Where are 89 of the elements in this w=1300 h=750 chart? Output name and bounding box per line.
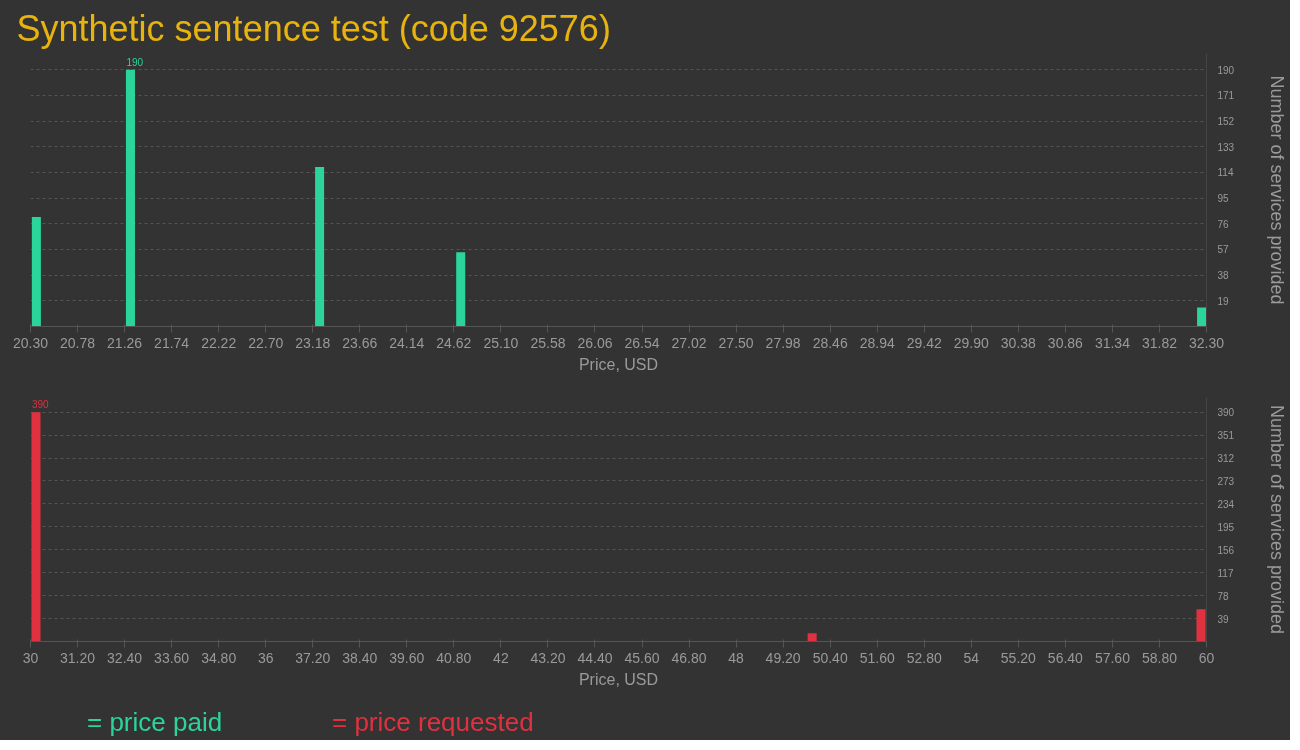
x-tick-label: 43.20 xyxy=(530,649,566,666)
x-tick-label: 33.60 xyxy=(154,649,190,666)
x-tick-label: 39.60 xyxy=(389,649,425,666)
x-tick-label: 22.22 xyxy=(201,334,237,351)
y-tick-label: 152 xyxy=(1217,116,1235,128)
bar xyxy=(31,412,41,642)
bar xyxy=(1197,307,1207,327)
y-tick-label: 57 xyxy=(1217,244,1230,256)
x-tick-label: 57.60 xyxy=(1094,649,1131,666)
bar xyxy=(315,167,325,327)
y-tick-label: 312 xyxy=(1217,453,1235,465)
x-tick-label: 23.66 xyxy=(342,334,378,351)
bar xyxy=(125,69,135,327)
x-tick-label: 24.14 xyxy=(389,334,425,351)
data-label: 190 xyxy=(126,56,144,68)
y-tick-label: 190 xyxy=(1217,64,1235,76)
x-tick-label: 31.82 xyxy=(1141,334,1178,351)
x-tick-label: 21.74 xyxy=(154,334,190,351)
y-tick-label: 95 xyxy=(1217,193,1230,205)
x-tick-label: 27.98 xyxy=(765,334,801,351)
y-tick-label: 351 xyxy=(1217,430,1235,442)
bar xyxy=(1196,609,1206,642)
x-tick-label: 24.62 xyxy=(436,334,472,351)
x-tick-label: 36 xyxy=(257,649,274,666)
x-tick-label: 25.58 xyxy=(530,334,566,351)
bar xyxy=(807,633,817,642)
x-axis-title: Price, USD xyxy=(578,355,659,373)
y-tick-label: 114 xyxy=(1217,167,1234,179)
y-tick-label: 390 xyxy=(1217,407,1235,419)
x-tick-label: 34.80 xyxy=(201,649,237,666)
y-tick-label: 156 xyxy=(1217,544,1235,556)
x-tick-label: 56.40 xyxy=(1047,649,1084,666)
x-tick-label: 20.78 xyxy=(60,334,96,351)
x-tick-label: 30.86 xyxy=(1047,334,1084,351)
x-tick-label: 29.42 xyxy=(906,334,942,351)
x-tick-label: 32.30 xyxy=(1188,334,1225,351)
text: = price paid xyxy=(87,707,223,738)
x-tick-label: 30 xyxy=(22,649,39,666)
x-tick-label: 60 xyxy=(1198,649,1215,666)
x-tick-label: 52.80 xyxy=(906,649,942,666)
x-tick-label: 23.18 xyxy=(295,334,331,351)
x-tick-label: 50.40 xyxy=(812,649,848,666)
y-tick-label: 171 xyxy=(1217,90,1235,102)
x-tick-label: 37.20 xyxy=(295,649,331,666)
data-label: 390 xyxy=(31,399,50,411)
x-tick-label: 31.20 xyxy=(60,649,96,666)
x-tick-label: 20.30 xyxy=(12,334,49,351)
y-tick-label: 273 xyxy=(1217,475,1235,487)
x-tick-label: 42 xyxy=(493,649,509,666)
x-tick-label: 46.80 xyxy=(671,649,707,666)
x-tick-label: 22.70 xyxy=(248,334,284,351)
chart-title: Synthetic sentence test (code 92576) xyxy=(16,7,611,49)
x-tick-label: 28.94 xyxy=(859,334,895,351)
bar xyxy=(456,252,466,327)
x-tick-label: 27.50 xyxy=(718,334,754,351)
y-tick-label: 133 xyxy=(1217,141,1235,153)
x-tick-label: 48 xyxy=(728,649,745,666)
x-tick-label: 32.40 xyxy=(107,649,143,666)
y-axis-title: Number of services provided xyxy=(1267,404,1288,635)
y-axis-title: Number of services provided xyxy=(1267,75,1288,305)
y-tick-label: 78 xyxy=(1217,590,1230,602)
x-tick-label: 45.60 xyxy=(624,649,660,666)
x-tick-label: 26.06 xyxy=(577,334,613,351)
x-tick-label: 21.26 xyxy=(107,334,143,351)
x-tick-label: 55.20 xyxy=(1000,649,1037,666)
x-axis-title: Price, USD xyxy=(578,670,659,688)
x-tick-label: 30.38 xyxy=(1000,334,1037,351)
x-tick-label: 28.46 xyxy=(812,334,848,351)
text: = price requested xyxy=(332,707,534,738)
x-tick-label: 29.90 xyxy=(953,334,990,351)
y-tick-label: 195 xyxy=(1217,521,1235,533)
x-tick-label: 40.80 xyxy=(436,649,472,666)
y-tick-label: 76 xyxy=(1217,218,1230,230)
x-tick-label: 51.60 xyxy=(859,649,895,666)
x-tick-label: 26.54 xyxy=(624,334,660,351)
x-tick-label: 38.40 xyxy=(342,649,378,666)
x-tick-label: 58.80 xyxy=(1141,649,1178,666)
y-tick-label: 117 xyxy=(1217,567,1234,579)
x-tick-label: 54 xyxy=(963,649,980,666)
y-tick-label: 38 xyxy=(1217,270,1230,282)
x-tick-label: 27.02 xyxy=(671,334,707,351)
y-tick-label: 39 xyxy=(1217,613,1230,625)
x-tick-label: 25.10 xyxy=(483,334,519,351)
y-tick-label: 234 xyxy=(1217,498,1235,510)
bar xyxy=(31,217,41,327)
x-tick-label: 31.34 xyxy=(1094,334,1131,351)
x-tick-label: 44.40 xyxy=(577,649,613,666)
y-tick-label: 19 xyxy=(1217,295,1230,307)
x-tick-label: 49.20 xyxy=(765,649,801,666)
